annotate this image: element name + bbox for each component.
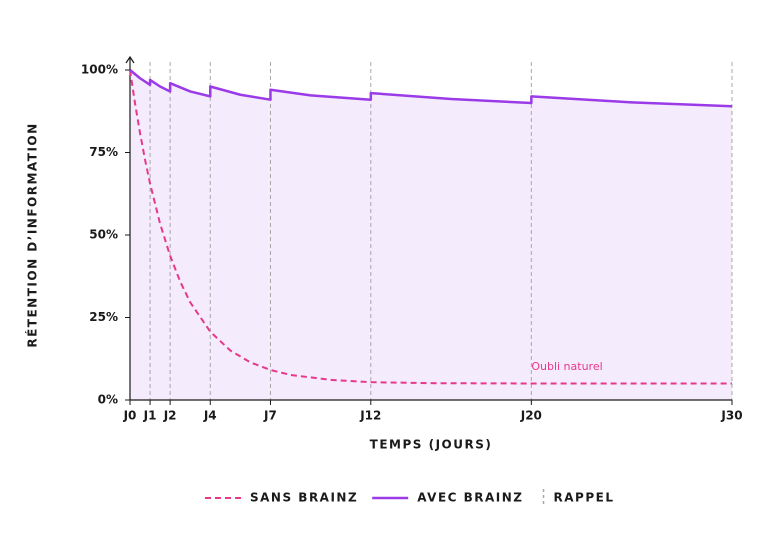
y-axis-arrow	[125, 55, 135, 64]
y-tick-label: 25%	[89, 310, 118, 324]
x-tick-label: J2	[163, 409, 177, 423]
y-tick-label: 50%	[89, 228, 118, 242]
x-tick-label: J30	[720, 409, 742, 423]
series-line	[129, 69, 733, 108]
x-tick-label: J1	[143, 409, 157, 423]
area-fill	[130, 70, 732, 400]
y-tick-label: 0%	[98, 393, 118, 407]
series-line	[129, 69, 732, 385]
x-tick-label: J20	[520, 409, 542, 423]
legend-label: RAPPEL	[554, 491, 615, 505]
annotation: Oubli naturel	[531, 360, 602, 373]
legend-label: AVEC BRAINZ	[417, 491, 523, 505]
y-tick-label: 75%	[89, 145, 118, 159]
x-tick-label: J12	[359, 409, 381, 423]
y-tick-label: 100%	[81, 63, 118, 77]
x-tick-label: J4	[203, 409, 217, 423]
y-axis-title: RÉTENTION D’INFORMATION	[25, 122, 40, 347]
x-tick-label: J7	[263, 409, 277, 423]
x-tick-label: J0	[123, 409, 137, 423]
x-axis-title: TEMPS (JOURS)	[370, 438, 493, 452]
legend-label: SANS BRAINZ	[250, 491, 358, 505]
